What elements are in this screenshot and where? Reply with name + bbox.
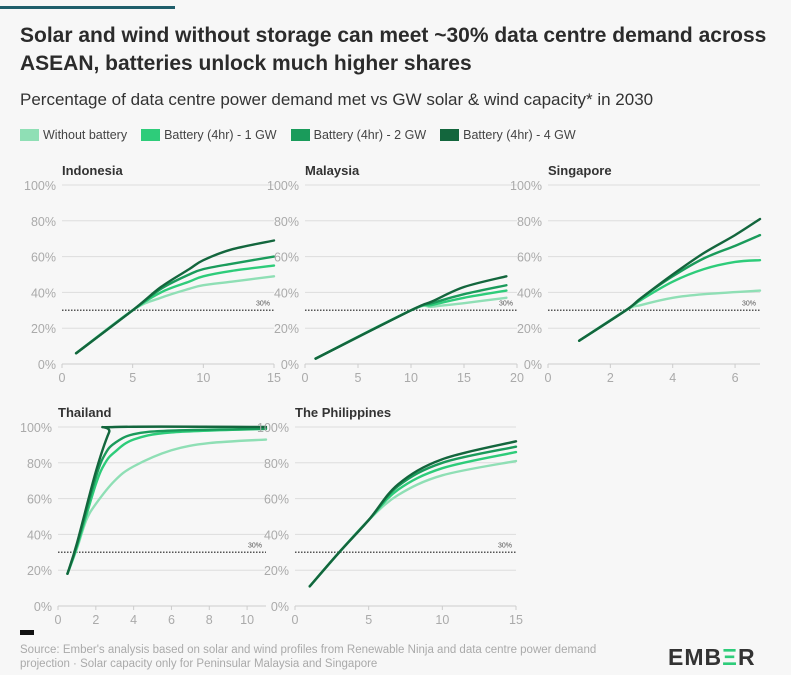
x-tick-label: 0 bbox=[292, 613, 299, 627]
legend-swatch bbox=[20, 129, 39, 141]
x-tick-label: 10 bbox=[404, 371, 418, 385]
source-note: Source: Ember's analysis based on solar … bbox=[20, 644, 597, 670]
reference-label: 30% bbox=[248, 542, 262, 549]
marker-bar bbox=[20, 630, 34, 635]
legend-label: Battery (4hr) - 4 GW bbox=[463, 128, 576, 142]
legend-label: Battery (4hr) - 2 GW bbox=[313, 128, 427, 142]
accent-bar bbox=[0, 6, 175, 9]
y-tick-label: 40% bbox=[27, 528, 52, 542]
reference-label: 30% bbox=[742, 300, 756, 307]
x-tick-label: 5 bbox=[129, 371, 136, 385]
y-tick-label: 80% bbox=[27, 457, 52, 471]
y-tick-label: 80% bbox=[517, 215, 542, 229]
y-tick-label: 40% bbox=[31, 286, 56, 300]
ember-logo: EMBΞR bbox=[668, 644, 756, 670]
y-tick-label: 0% bbox=[281, 358, 299, 372]
y-tick-label: 100% bbox=[20, 421, 52, 435]
panel-title: Indonesia bbox=[62, 163, 123, 178]
x-tick-label: 5 bbox=[365, 613, 372, 627]
series-line-battery-4hr-4-gw bbox=[66, 425, 268, 575]
reference-label: 30% bbox=[256, 300, 270, 307]
x-tick-label: 8 bbox=[206, 613, 213, 627]
x-tick-label: 15 bbox=[509, 613, 523, 627]
y-tick-label: 100% bbox=[267, 179, 299, 193]
y-tick-label: 60% bbox=[27, 493, 52, 507]
y-tick-label: 20% bbox=[31, 322, 56, 336]
series-line-battery-4hr-4-gw bbox=[577, 217, 762, 342]
x-tick-label: 0 bbox=[55, 613, 62, 627]
x-tick-label: 4 bbox=[669, 371, 676, 385]
legend-swatch bbox=[440, 129, 460, 141]
panel-title: Thailand bbox=[58, 405, 112, 420]
y-tick-label: 60% bbox=[264, 493, 289, 507]
series-line-battery-4hr-4-gw bbox=[74, 239, 276, 355]
chart-subtitle: Percentage of data centre power demand m… bbox=[20, 90, 654, 109]
legend-label: Battery (4hr) - 1 GW bbox=[164, 128, 277, 142]
legend-item-4gw: Battery (4hr) - 4 GW bbox=[440, 128, 576, 142]
legend-item-none: Without battery bbox=[20, 128, 127, 142]
panel-title: Malaysia bbox=[305, 163, 360, 178]
y-tick-label: 20% bbox=[27, 564, 52, 578]
x-tick-label: 0 bbox=[302, 371, 309, 385]
y-tick-label: 0% bbox=[271, 600, 289, 614]
y-tick-label: 80% bbox=[31, 215, 56, 229]
y-tick-label: 100% bbox=[257, 421, 289, 435]
y-tick-label: 60% bbox=[517, 251, 542, 265]
y-tick-label: 80% bbox=[264, 457, 289, 471]
y-tick-label: 0% bbox=[34, 600, 52, 614]
x-tick-label: 6 bbox=[168, 613, 175, 627]
x-tick-label: 2 bbox=[607, 371, 614, 385]
series-line-battery-4hr-4-gw bbox=[308, 440, 518, 588]
series-line-battery-4hr-2-gw bbox=[74, 255, 276, 355]
legend: Without battery Battery (4hr) - 1 GW Bat… bbox=[20, 128, 576, 142]
series-line-battery-4hr-2-gw bbox=[577, 233, 762, 342]
x-tick-label: 15 bbox=[267, 371, 281, 385]
series-line-without-battery bbox=[577, 289, 762, 342]
x-tick-label: 6 bbox=[732, 371, 739, 385]
reference-label: 30% bbox=[498, 542, 512, 549]
panel-title: Singapore bbox=[548, 163, 612, 178]
panel-title: The Philippines bbox=[295, 405, 391, 420]
x-tick-label: 10 bbox=[435, 613, 449, 627]
x-tick-label: 10 bbox=[196, 371, 210, 385]
y-tick-label: 80% bbox=[274, 215, 299, 229]
y-tick-label: 40% bbox=[274, 286, 299, 300]
y-tick-label: 20% bbox=[517, 322, 542, 336]
y-tick-label: 20% bbox=[274, 322, 299, 336]
x-tick-label: 0 bbox=[59, 371, 66, 385]
legend-item-1gw: Battery (4hr) - 1 GW bbox=[141, 128, 277, 142]
chart-title: Solar and wind without storage can meet … bbox=[20, 24, 767, 75]
y-tick-label: 60% bbox=[274, 251, 299, 265]
reference-label: 30% bbox=[499, 300, 513, 307]
y-tick-label: 100% bbox=[24, 179, 56, 193]
x-tick-label: 20 bbox=[510, 371, 524, 385]
x-tick-label: 2 bbox=[92, 613, 99, 627]
legend-label: Without battery bbox=[43, 128, 128, 142]
y-tick-label: 40% bbox=[517, 286, 542, 300]
legend-swatch bbox=[141, 129, 161, 141]
x-tick-label: 10 bbox=[240, 613, 254, 627]
y-tick-label: 100% bbox=[510, 179, 542, 193]
x-tick-label: 5 bbox=[355, 371, 362, 385]
y-tick-label: 20% bbox=[264, 564, 289, 578]
x-tick-label: 4 bbox=[130, 613, 137, 627]
x-tick-label: 0 bbox=[545, 371, 552, 385]
x-tick-label: 15 bbox=[457, 371, 471, 385]
y-tick-label: 0% bbox=[38, 358, 56, 372]
legend-swatch bbox=[290, 129, 310, 141]
series-line-battery-4hr-4-gw bbox=[314, 275, 508, 360]
y-tick-label: 40% bbox=[264, 528, 289, 542]
y-tick-label: 60% bbox=[31, 251, 56, 265]
series-line-without-battery bbox=[66, 438, 268, 575]
legend-item-2gw: Battery (4hr) - 2 GW bbox=[290, 128, 427, 142]
y-tick-label: 0% bbox=[524, 358, 542, 372]
